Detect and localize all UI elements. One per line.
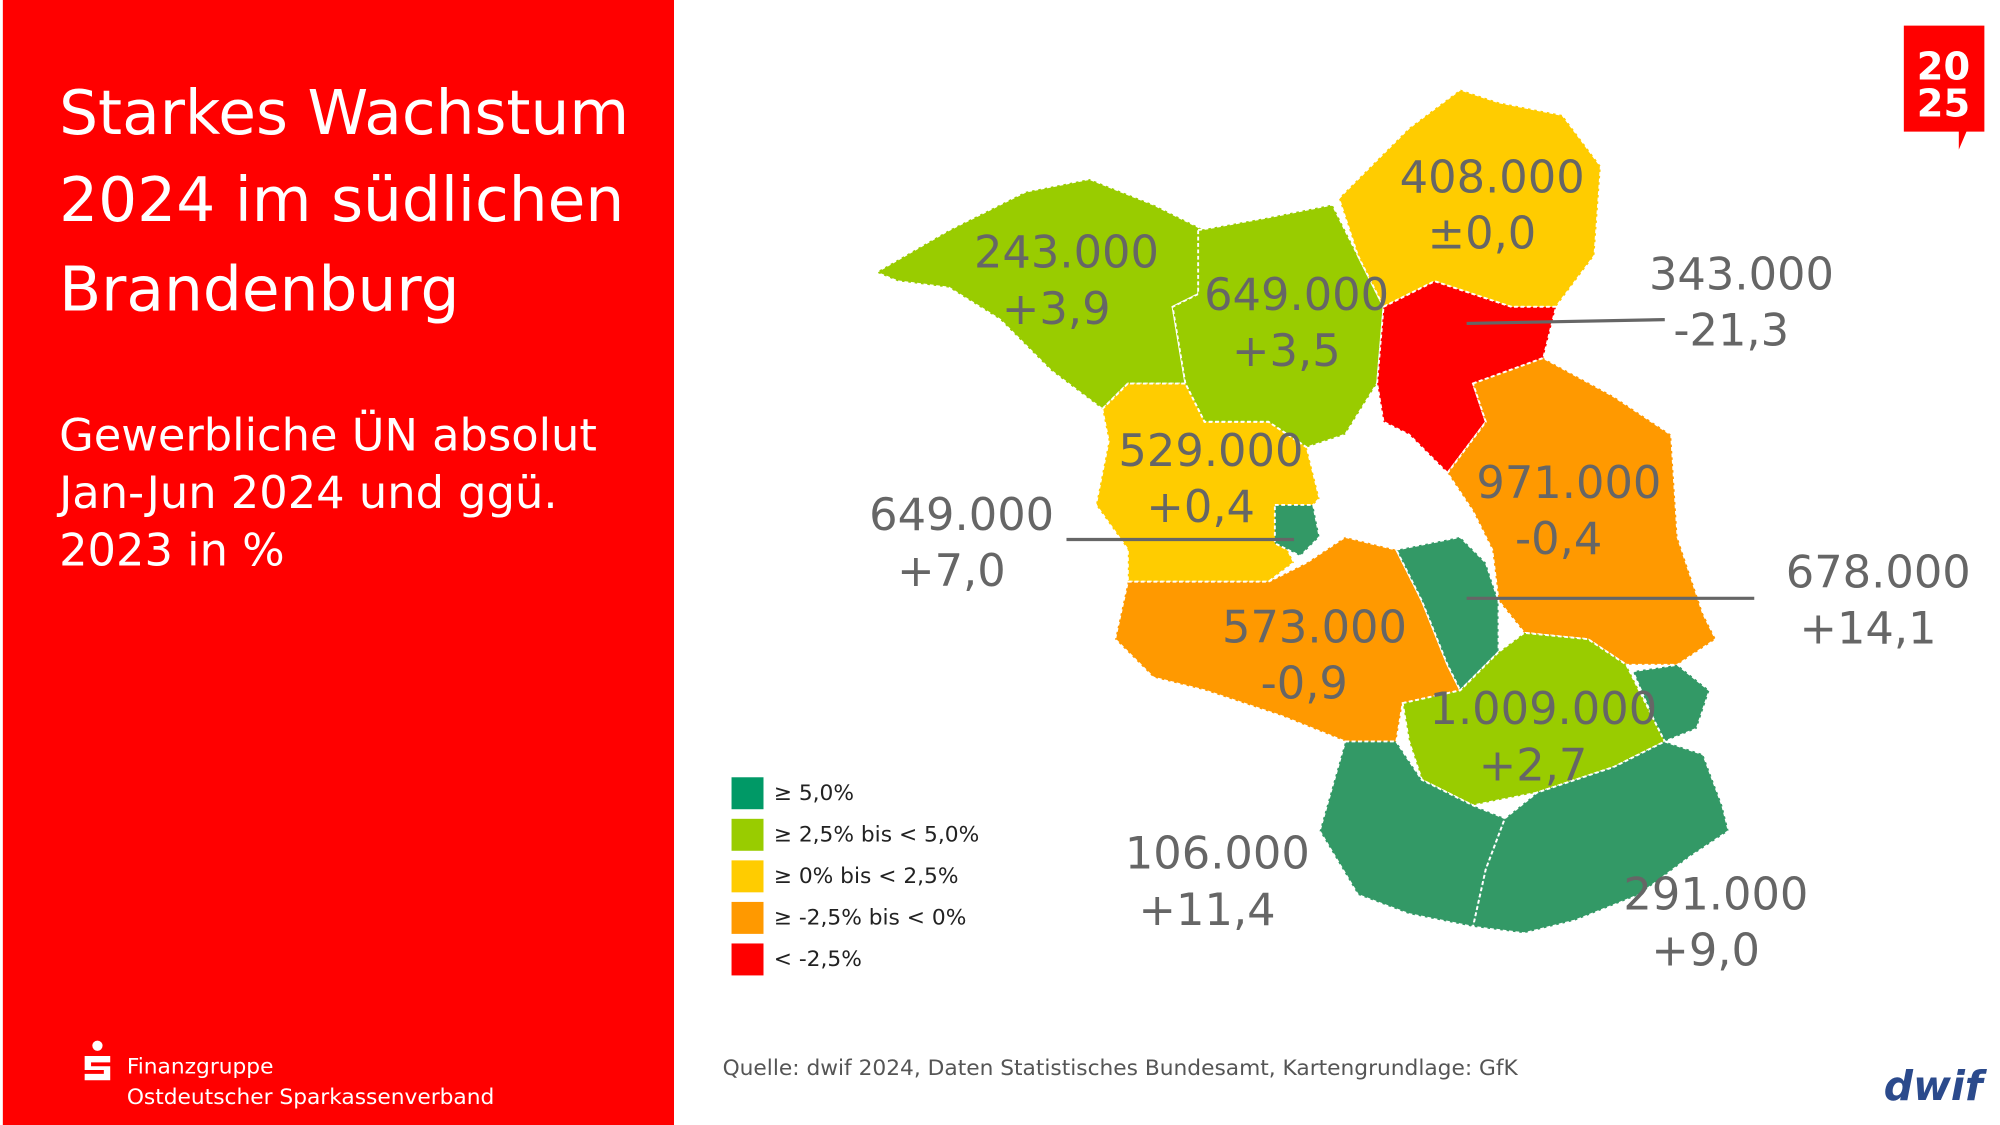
logo-s (84, 1055, 111, 1081)
region-value: 243.000 (974, 226, 1159, 279)
region-value: 291.000 (1623, 867, 1808, 920)
side-panel (2, 0, 675, 1125)
legend-label: ≥ 5,0% (774, 781, 854, 806)
title: Starkes Wachstum 2024 im südlichen Brand… (59, 78, 629, 325)
region-value: 343.000 (1649, 247, 1834, 300)
region (1631, 663, 1711, 743)
legend-label: ≥ 2,5% bis < 5,0% (774, 822, 980, 847)
subtitle-line: Gewerbliche ÜN absolut (59, 408, 597, 461)
region-change: +3,5 (1232, 324, 1341, 377)
region-change: -0,9 (1261, 657, 1348, 710)
legend-label: < -2,5% (774, 947, 862, 972)
region (1376, 280, 1558, 475)
region-change: +14,1 (1799, 602, 1936, 655)
region-labels: 243.000+3,9 649.000+3,5408.000±0,0343.000… (869, 150, 1971, 976)
legend-swatch (731, 943, 764, 976)
region-change: +2,7 (1479, 738, 1588, 791)
region-value: 1.009.000 (1429, 682, 1657, 735)
source: Quelle: dwif 2024, Daten Statistisches B… (723, 1056, 1519, 1081)
footer-line: Ostdeutscher Sparkassenverband (127, 1085, 494, 1110)
badge-shape (1903, 25, 1985, 150)
title-line: Starkes Wachstum (59, 78, 629, 149)
subtitle: Gewerbliche ÜN absolut Jan-Jun 2024 und … (56, 408, 597, 576)
footer-line: Finanzgruppe (127, 1054, 274, 1079)
region (1337, 88, 1602, 309)
legend-swatch (731, 818, 764, 851)
region-value: 649.000 (1204, 268, 1389, 321)
dwif-logo: dwif (1884, 1062, 1988, 1110)
region-value: 106.000 (1125, 827, 1310, 880)
legend-swatch (731, 901, 764, 934)
region-change: -0,4 (1515, 512, 1602, 565)
region-value: 573.000 (1222, 600, 1407, 653)
legend-swatch (731, 777, 764, 810)
region-value: 678.000 (1786, 545, 1971, 598)
sparkasse-logo (84, 1040, 111, 1081)
region-change: +9,0 (1651, 924, 1760, 977)
subtitle-line: Jan-Jun 2024 und ggü. (56, 466, 557, 519)
badge-text: 25 (1917, 82, 1970, 127)
region-change: +3,9 (1002, 282, 1111, 335)
region-value: 408.000 (1400, 150, 1585, 203)
region (1273, 504, 1321, 558)
legend-label: ≥ 0% bis < 2,5% (774, 864, 959, 889)
badge: 20 25 (1903, 25, 1985, 150)
region (1471, 740, 1730, 935)
badge-text: 20 (1917, 45, 1970, 90)
logo-dot (92, 1040, 103, 1051)
legend: ≥ 5,0% ≥ 2,5% bis < 5,0% ≥ 0% bis < 2,5% ≥ … (731, 777, 980, 976)
region-change: ±0,0 (1428, 207, 1537, 260)
region (1114, 535, 1462, 743)
region-value: 529.000 (1118, 424, 1303, 477)
region-value: 971.000 (1476, 456, 1661, 509)
region-change: -21,3 (1673, 304, 1789, 357)
map (873, 88, 1755, 935)
subtitle-line: 2023 in % (59, 524, 285, 577)
region (1171, 203, 1385, 449)
region-change: +0,4 (1146, 480, 1255, 533)
title-line: 2024 im südlichen (59, 165, 624, 236)
title-line: Brandenburg (59, 255, 459, 326)
region-change: +7,0 (897, 544, 1006, 597)
region-value: 649.000 (869, 488, 1054, 541)
region-change: +11,4 (1139, 883, 1276, 936)
legend-swatch (731, 860, 764, 893)
leader-line (1466, 318, 1665, 326)
legend-label: ≥ -2,5% bis < 0% (774, 906, 967, 931)
